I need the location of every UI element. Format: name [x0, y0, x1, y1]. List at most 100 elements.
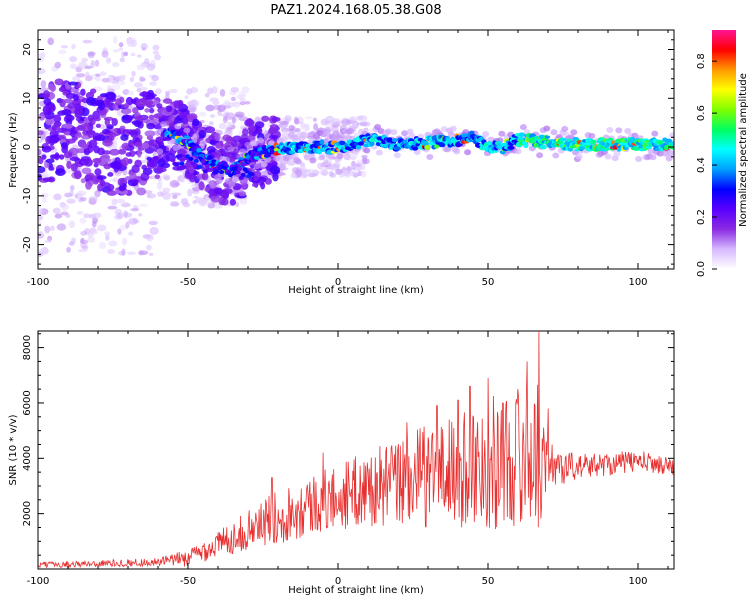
spectrogram-cloud-blob [144, 130, 156, 137]
spectrogram-noise-blob [170, 201, 180, 207]
spectrogram-cloud-blob [89, 88, 97, 94]
spectrogram-cloud-blob [80, 107, 90, 117]
spectrogram-noise-blob [60, 45, 68, 49]
spectrogram-branch-blob [244, 169, 250, 174]
spectrogram-noise-blob [152, 50, 160, 55]
spectrogram-noise-blob [209, 97, 217, 103]
snr-y-tick-label: 6000 [22, 390, 33, 415]
spectrogram-cloud-blob [75, 102, 82, 112]
spectrogram-y-tick-label: -10 [22, 188, 33, 204]
spectrogram-cloud-blob [191, 125, 198, 135]
spectrogram-cloud-blob [204, 186, 210, 192]
spectrogram-cloud-blob [87, 130, 95, 138]
spectrogram-noise-blob [361, 121, 371, 127]
spectrogram-noise-blob [108, 178, 113, 182]
spectrogram-noise-blob [162, 187, 171, 193]
spectrogram-noise-blob [146, 63, 156, 71]
spectrogram-cloud-blob [110, 160, 122, 170]
spectrogram-ridge-blob [604, 147, 610, 152]
spectrogram-cloud-blob [125, 96, 134, 106]
spectrogram-cloud-blob [146, 156, 152, 161]
spectrogram-ridge-blob [438, 141, 446, 148]
spectrogram-halo-blob [291, 134, 299, 141]
spectrogram-cloud-blob [108, 135, 115, 142]
spectrogram-noise-blob [132, 217, 138, 224]
spectrogram-cloud-blob [38, 148, 42, 156]
spectrogram-xlabel: Height of straight line (km) [288, 285, 424, 296]
spectrogram-noise-blob [237, 91, 246, 99]
spectrogram-ridge-blob [507, 145, 515, 150]
spectrogram-cloud-blob [179, 158, 186, 163]
spectrogram-branch-blob [231, 166, 237, 171]
spectrogram-cloud-blob [58, 154, 65, 160]
spectrogram-branch-blob [208, 167, 214, 172]
spectrogram-noise-blob [118, 47, 124, 51]
spectrogram-cloud-blob [173, 100, 184, 109]
spectrogram-cloud-blob [81, 143, 89, 150]
spectrogram-noise-blob [53, 193, 62, 201]
spectrogram-halo-blob [174, 123, 182, 130]
spectrogram-noise-blob [148, 252, 154, 256]
spectrogram-cloud-blob [109, 148, 120, 156]
spectrogram-cloud-blob [105, 97, 111, 105]
snr-x-tick-label: 0 [335, 576, 341, 587]
spectrogram-noise-blob [239, 101, 246, 106]
spectrogram-halo-blob [401, 130, 409, 137]
spectrogram-cloud-blob [136, 187, 147, 196]
spectrogram-cloud-blob [168, 115, 175, 124]
spectrogram-noise-blob [118, 42, 124, 48]
spectrogram-noise-blob [105, 57, 112, 64]
spectrogram-noise-blob [360, 162, 366, 171]
spectrogram-cloud-blob [148, 114, 155, 121]
spectrogram-marks [38, 35, 674, 257]
spectrogram-noise-blob [244, 100, 251, 105]
spectrogram-ridge-blob [523, 143, 529, 149]
spectrogram-halo-blob [449, 125, 457, 132]
spectrogram-ridge-blob [241, 162, 247, 167]
spectrogram-cloud-blob [107, 183, 115, 191]
spectrogram-y-tick-label: 20 [22, 43, 33, 56]
spectrogram-halo-blob [156, 148, 164, 155]
spectrogram-cloud-blob [218, 196, 226, 206]
spectrogram-halo-blob [649, 154, 657, 161]
spectrogram-noise-blob [232, 101, 242, 105]
spectrogram-noise-blob [69, 56, 78, 63]
spectrogram-cloud-blob [268, 127, 278, 134]
spectrogram-noise-blob [87, 231, 94, 238]
spectrogram-noise-blob [227, 121, 233, 129]
spectrogram-cloud-blob [85, 172, 95, 180]
spectrogram-x-tick-label: -100 [27, 277, 50, 288]
spectrogram-noise-blob [127, 40, 135, 48]
spectrogram-cloud-blob [214, 187, 223, 195]
spectrogram-cloud-blob [52, 114, 62, 123]
spectrogram-cloud-blob [80, 123, 91, 132]
spectrogram-noise-blob [136, 88, 142, 93]
spectrogram-cloud-blob [45, 158, 55, 164]
spectrogram-halo-blob [651, 130, 659, 137]
spectrogram-noise-blob [208, 121, 214, 126]
spectrogram-noise-blob [230, 96, 236, 102]
spectrogram-noise-blob [131, 70, 136, 77]
spectrogram-cloud-blob [87, 114, 94, 122]
spectrogram-cloud-blob [115, 98, 123, 106]
spectrogram-noise-blob [162, 174, 171, 180]
snr-x-tick-label: -100 [27, 576, 50, 587]
spectrogram-halo-blob [336, 153, 344, 160]
spectrogram-halo-blob [347, 127, 355, 134]
spectrogram-cloud-blob [53, 121, 61, 130]
spectrogram-halo-blob [575, 153, 583, 160]
spectrogram-noise-blob [168, 89, 178, 94]
spectrogram-noise-blob [283, 131, 289, 137]
spectrogram-cloud-blob [54, 152, 60, 161]
spectrogram-ridge-blob [391, 138, 398, 143]
spectrogram-noise-blob [184, 95, 189, 100]
spectrogram-ridge-blob [175, 130, 183, 137]
spectrogram-halo-blob [228, 181, 236, 188]
spectrogram-noise-blob [71, 76, 81, 81]
spectrogram-halo-blob [487, 136, 495, 143]
spectrogram-noise-blob [216, 104, 227, 112]
spectrogram-noise-blob [40, 133, 46, 141]
spectrogram-halo-blob [300, 131, 308, 138]
spectrogram-cloud-blob [125, 152, 132, 157]
